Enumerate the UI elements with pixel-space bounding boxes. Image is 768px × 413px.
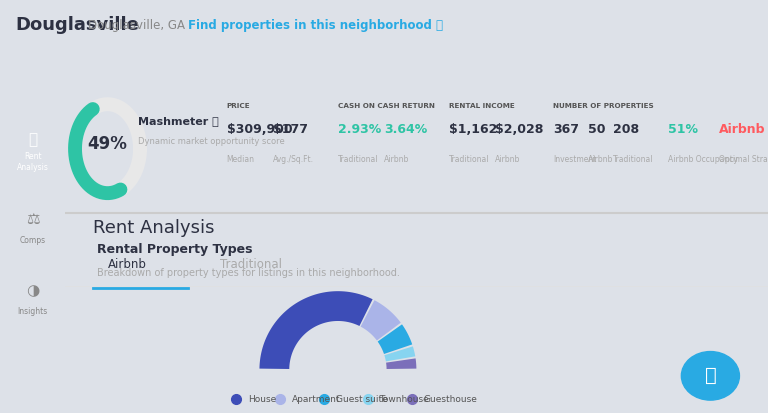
Polygon shape xyxy=(360,300,401,341)
Text: CASH ON CASH RETURN: CASH ON CASH RETURN xyxy=(338,103,435,109)
Text: Avg./Sq.Ft.: Avg./Sq.Ft. xyxy=(273,154,313,164)
Text: Insights: Insights xyxy=(18,307,48,316)
Text: PRICE: PRICE xyxy=(227,103,250,109)
Text: $1,162: $1,162 xyxy=(449,123,498,135)
Text: Optimal Strategy: Optimal Strategy xyxy=(719,154,768,164)
Text: Guesthouse: Guesthouse xyxy=(423,395,478,404)
Text: Breakdown of property types for listings in this neighborhood.: Breakdown of property types for listings… xyxy=(98,268,400,278)
Text: RENTAL INCOME: RENTAL INCOME xyxy=(449,103,515,109)
Text: 2.93%: 2.93% xyxy=(338,123,381,135)
Text: NUMBER OF PROPERTIES: NUMBER OF PROPERTIES xyxy=(553,103,654,109)
Text: Comps: Comps xyxy=(19,236,46,245)
Text: Apartment: Apartment xyxy=(292,395,340,404)
Text: Rent Analysis: Rent Analysis xyxy=(94,219,215,237)
Text: Airbnb: Airbnb xyxy=(108,259,147,271)
Text: Mashmeter ⓘ: Mashmeter ⓘ xyxy=(138,116,219,126)
Text: 💬: 💬 xyxy=(704,366,717,385)
Text: Airbnb: Airbnb xyxy=(495,154,521,164)
Text: 🔑: 🔑 xyxy=(28,132,37,147)
Text: Airbnb: Airbnb xyxy=(719,123,766,135)
Text: 208: 208 xyxy=(613,123,639,135)
Text: 51%: 51% xyxy=(668,123,698,135)
Text: $177: $177 xyxy=(273,123,308,135)
Text: Rent
Analysis: Rent Analysis xyxy=(17,152,48,172)
Text: 367: 367 xyxy=(553,123,579,135)
Text: 3.64%: 3.64% xyxy=(384,123,427,135)
Polygon shape xyxy=(384,347,415,361)
Text: 50: 50 xyxy=(588,123,605,135)
Text: Airbnb Occupancy: Airbnb Occupancy xyxy=(668,154,738,164)
Text: Guest suite: Guest suite xyxy=(336,395,387,404)
Text: Traditional: Traditional xyxy=(613,154,654,164)
Text: Townhouse: Townhouse xyxy=(379,395,429,404)
Circle shape xyxy=(681,351,740,400)
Text: Airbnb: Airbnb xyxy=(384,154,409,164)
Text: Traditional: Traditional xyxy=(449,154,490,164)
Text: House: House xyxy=(247,395,276,404)
Text: Douglasville, GA: Douglasville, GA xyxy=(88,19,185,32)
Text: Dynamic market opportunity score: Dynamic market opportunity score xyxy=(138,137,285,146)
Polygon shape xyxy=(260,291,372,369)
Text: 49%: 49% xyxy=(88,135,127,153)
Polygon shape xyxy=(378,324,412,354)
Text: ◑: ◑ xyxy=(26,283,39,298)
Text: $2,028: $2,028 xyxy=(495,123,544,135)
Text: Rental Property Types: Rental Property Types xyxy=(98,243,253,256)
Text: Investment: Investment xyxy=(553,154,596,164)
Text: Traditional: Traditional xyxy=(220,259,282,271)
Polygon shape xyxy=(386,358,416,369)
Text: Median: Median xyxy=(227,154,254,164)
Text: Airbnb: Airbnb xyxy=(588,154,614,164)
Text: Traditional: Traditional xyxy=(338,154,379,164)
Text: Find properties in this neighborhood 🔍: Find properties in this neighborhood 🔍 xyxy=(188,19,443,32)
Text: Douglasville: Douglasville xyxy=(15,17,139,34)
Text: $309,900: $309,900 xyxy=(227,123,292,135)
Text: ⚖: ⚖ xyxy=(26,212,39,227)
